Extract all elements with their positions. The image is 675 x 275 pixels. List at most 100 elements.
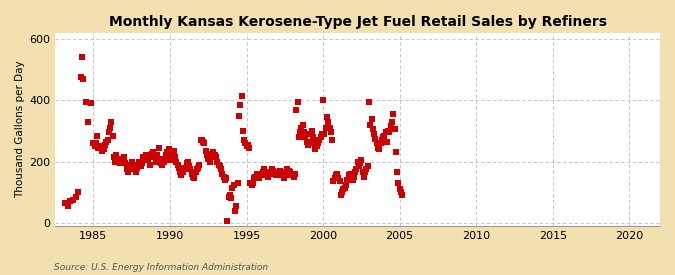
Point [101, 139, 111, 144]
Y-axis label: Thousand Gallons per Day: Thousand Gallons per Day [15, 60, 25, 198]
Point [92, 133, 103, 138]
Point [244, 145, 254, 150]
Point [313, 141, 323, 145]
Point [344, 173, 354, 178]
Point [115, 161, 126, 165]
Point [169, 155, 180, 159]
Point [225, 193, 236, 197]
Point [151, 160, 161, 164]
Point [230, 208, 240, 213]
Point [364, 100, 375, 104]
Point [287, 173, 298, 178]
Point [267, 167, 277, 171]
Point [241, 144, 252, 148]
Point [199, 141, 210, 145]
Point [130, 170, 141, 175]
Point [370, 136, 381, 141]
Point [357, 170, 368, 175]
Point [305, 132, 316, 136]
Point [226, 196, 237, 200]
Point [152, 153, 163, 158]
Point [352, 160, 363, 164]
Point [107, 133, 118, 138]
Point [246, 182, 257, 187]
Point [277, 173, 288, 178]
Point [232, 181, 243, 185]
Point [158, 160, 169, 164]
Point [190, 170, 201, 175]
Point [103, 130, 114, 135]
Point [250, 175, 261, 179]
Point [111, 153, 122, 158]
Point [286, 173, 297, 178]
Point [390, 150, 401, 155]
Point [348, 175, 359, 179]
Point [381, 139, 392, 144]
Point [263, 175, 273, 179]
Point [341, 182, 352, 187]
Point [292, 100, 303, 104]
Point [215, 164, 225, 168]
Point [88, 141, 99, 145]
Point [234, 113, 244, 118]
Point [142, 155, 153, 159]
Point [394, 187, 405, 191]
Point [221, 176, 232, 181]
Point [166, 155, 177, 159]
Point [205, 155, 216, 159]
Point [198, 139, 209, 144]
Point [106, 120, 117, 124]
Point [112, 156, 123, 161]
Point [362, 164, 373, 168]
Point [63, 204, 74, 208]
Point [284, 169, 294, 173]
Point [132, 166, 142, 170]
Point [356, 158, 367, 162]
Point [350, 170, 360, 175]
Point [327, 138, 338, 142]
Point [306, 129, 317, 133]
Point [113, 160, 124, 164]
Point [252, 175, 263, 179]
Point [186, 172, 197, 176]
Point [76, 55, 87, 60]
Point [211, 155, 221, 159]
Point [302, 142, 313, 147]
Point [328, 179, 339, 184]
Point [172, 163, 183, 167]
Point [344, 172, 355, 176]
Point [296, 126, 306, 130]
Point [235, 103, 246, 107]
Point [355, 161, 366, 165]
Title: Monthly Kansas Kerosene-Type Jet Fuel Retail Sales by Refiners: Monthly Kansas Kerosene-Type Jet Fuel Re… [109, 15, 607, 29]
Point [369, 132, 379, 136]
Point [68, 198, 78, 202]
Point [99, 142, 110, 147]
Point [192, 166, 203, 170]
Point [139, 156, 150, 161]
Point [120, 161, 131, 165]
Point [146, 152, 157, 156]
Point [60, 201, 71, 205]
Point [173, 166, 184, 170]
Point [148, 150, 159, 155]
Point [337, 190, 348, 194]
Point [202, 153, 213, 158]
Point [200, 149, 211, 153]
Point [278, 176, 289, 181]
Point [284, 170, 295, 175]
Point [249, 176, 260, 181]
Point [182, 160, 193, 164]
Point [189, 176, 200, 181]
Point [129, 167, 140, 171]
Point [332, 172, 343, 176]
Point [238, 138, 249, 142]
Point [378, 135, 389, 139]
Point [97, 149, 108, 153]
Point [319, 132, 330, 136]
Point [333, 176, 344, 181]
Point [105, 126, 115, 130]
Point [95, 144, 105, 148]
Point [159, 156, 170, 161]
Point [374, 147, 385, 152]
